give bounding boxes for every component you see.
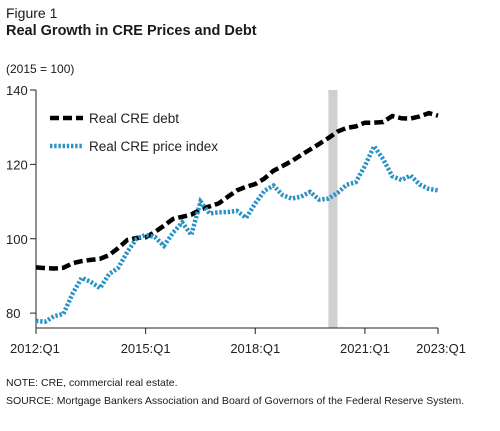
y-tick-label: 140 [6,83,28,98]
series-line-real-cre-price-index [35,141,439,325]
y-tick-label: 120 [6,157,28,172]
y-tick-label: 100 [6,232,28,247]
legend-label: Real CRE debt [89,111,179,126]
x-tick-label: 2015:Q1 [121,341,171,356]
legend-label: Real CRE price index [89,139,218,154]
x-tick-label: 2023:Q1 [416,341,466,356]
figure-label: Figure 1 [6,5,58,21]
x-tick-label: 2012:Q1 [10,341,60,356]
x-tick-label: 2021:Q1 [340,341,390,356]
shaded-period [328,90,338,328]
series-line-real-cre-debt [35,110,439,271]
units-label: (2015 = 100) [6,62,75,76]
chart-title: Real Growth in CRE Prices and Debt [6,23,257,39]
x-tick-label: 2018:Q1 [230,341,280,356]
chart-note: NOTE: CRE, commercial real estate. [6,377,178,389]
y-tick-label: 80 [6,306,20,321]
chart-source: SOURCE: Mortgage Bankers Association and… [6,395,465,407]
chart-plot: 80 100 120 140 2012:Q1 2015:Q1 2018:Q1 2021:Q1 2… [6,83,466,356]
